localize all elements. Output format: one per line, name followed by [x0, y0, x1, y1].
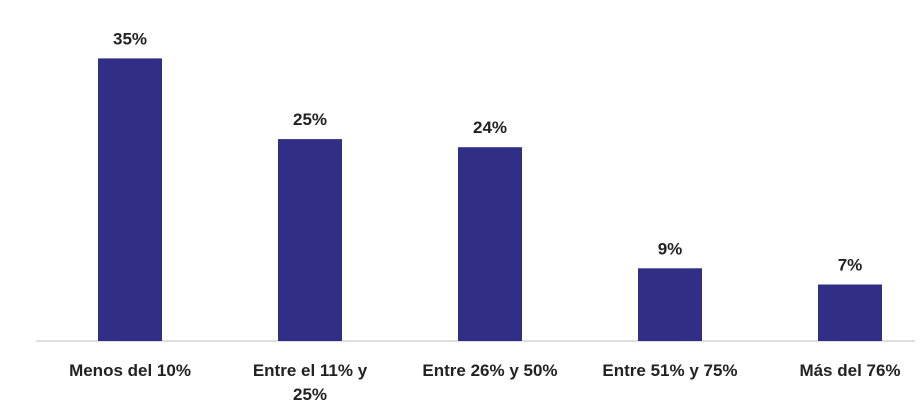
category-label-entre-26-y-50: Entre 26% y 50%	[422, 361, 557, 380]
bar-entre-51-y-75	[638, 268, 702, 341]
category-labels-group: Menos del 10% Entre el 11% y 25% Entre 26% …	[69, 361, 900, 404]
data-label-mas-del-76: 7%	[838, 256, 863, 275]
data-label-entre-51-y-75: 9%	[658, 239, 683, 258]
bar-entre-el-11-y-25	[278, 139, 342, 341]
bar-mas-del-76	[818, 284, 882, 341]
data-label-entre-el-11-y-25: 25%	[293, 110, 327, 129]
bar-entre-26-y-50	[458, 147, 522, 341]
data-label-menos-del-10: 35%	[113, 29, 147, 48]
data-label-entre-26-y-50: 24%	[473, 118, 507, 137]
bars-group	[98, 58, 882, 342]
bar-menos-del-10	[98, 58, 162, 342]
category-label-mas-del-76: Más del 76%	[799, 361, 900, 380]
category-label-menos-del-10: Menos del 10%	[69, 361, 191, 380]
category-label-entre-51-y-75: Entre 51% y 75%	[602, 361, 737, 380]
category-label-entre-el-11-y-25: Entre el 11% y 25%	[253, 361, 368, 404]
data-labels-group: 35% 25% 24% 9% 7%	[113, 29, 862, 274]
